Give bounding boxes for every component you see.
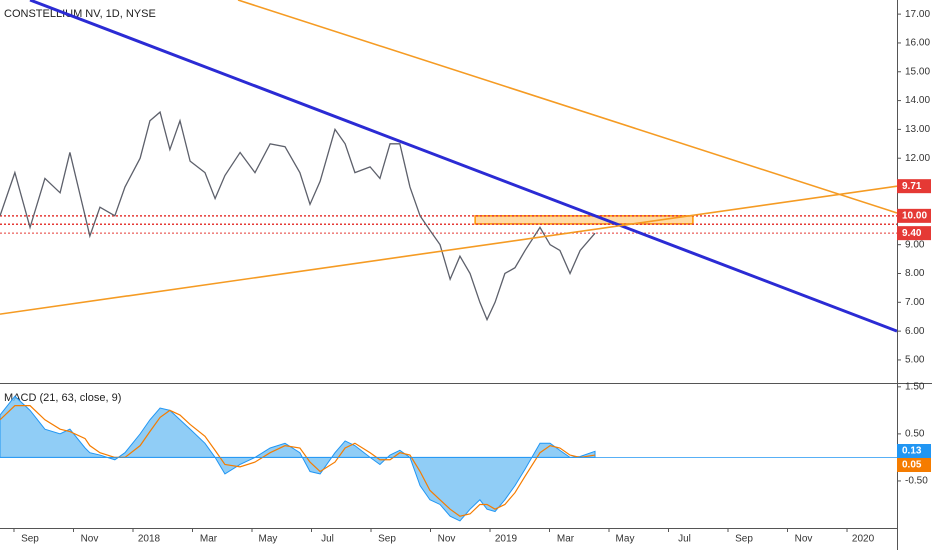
x-tick-label: May — [259, 534, 278, 545]
y-tick-label: 13.00 — [905, 124, 930, 135]
trend-line — [237, 0, 898, 214]
y-tick-label: 1.50 — [905, 381, 925, 392]
x-tick-label: 2020 — [852, 534, 875, 545]
price-label-box — [897, 208, 931, 223]
x-tick-label: Nov — [438, 534, 456, 545]
x-tick-label: Jul — [678, 534, 691, 545]
x-tick-label: 2019 — [495, 534, 518, 545]
macd-area — [0, 395, 596, 522]
x-tick-label: Nov — [795, 534, 813, 545]
x-tick-label: Sep — [735, 534, 753, 545]
value-label: 0.13 — [902, 446, 922, 457]
value-label-box — [897, 444, 931, 458]
x-tick-label: Mar — [200, 534, 218, 545]
x-tick-label: Sep — [21, 534, 39, 545]
price-line — [0, 110, 596, 322]
value-label: 0.05 — [902, 460, 922, 471]
y-tick-label: 9.00 — [905, 239, 925, 250]
indicator-title: MACD (21, 63, close, 9) — [4, 392, 121, 404]
y-tick-label: 7.00 — [905, 297, 925, 308]
y-tick-label: 14.00 — [905, 95, 930, 106]
chart-title: CONSTELLIUM NV, 1D, NYSE — [4, 8, 156, 20]
price-label-box — [897, 179, 931, 194]
y-tick-label: 8.00 — [905, 268, 925, 279]
price-label: 10.00 — [902, 210, 927, 221]
x-tick-label: 2018 — [138, 534, 161, 545]
y-tick-label: -0.50 — [905, 476, 928, 487]
value-label-box — [897, 458, 931, 472]
y-tick-label: 6.00 — [905, 326, 925, 337]
price-label: 9.40 — [902, 228, 922, 239]
y-tick-label: 15.00 — [905, 66, 930, 77]
y-tick-label: 0.50 — [905, 429, 925, 440]
y-tick-label: 5.00 — [905, 355, 925, 366]
y-tick-label: 12.00 — [905, 153, 930, 164]
trend-line — [29, 0, 898, 333]
y-tick-label: 16.00 — [905, 38, 930, 49]
price-label-box — [897, 226, 931, 241]
signal-line — [0, 405, 596, 517]
trend-line — [0, 185, 898, 315]
x-tick-label: Sep — [378, 534, 396, 545]
price-label: 9.71 — [902, 181, 922, 192]
x-tick-label: Nov — [81, 534, 99, 545]
x-tick-label: May — [616, 534, 635, 545]
y-tick-label: 17.00 — [905, 9, 930, 20]
x-tick-label: Jul — [321, 534, 334, 545]
x-tick-label: Mar — [557, 534, 575, 545]
